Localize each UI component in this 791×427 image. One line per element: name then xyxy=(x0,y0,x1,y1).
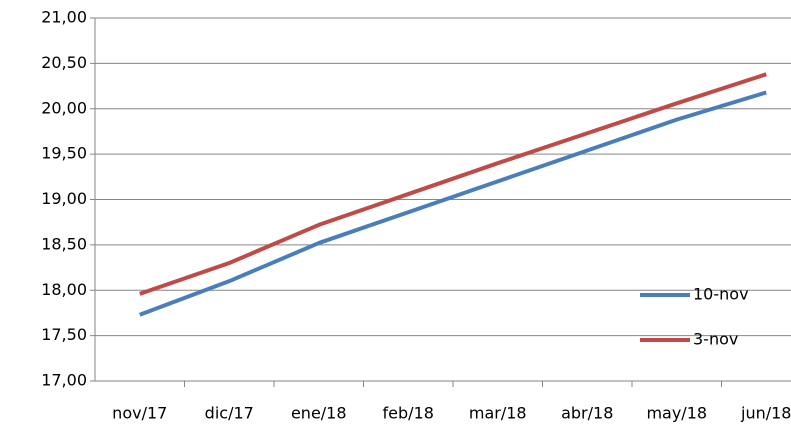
y-tick-label: 18,00 xyxy=(41,280,87,299)
y-tick-label: 21,00 xyxy=(41,8,87,27)
series-line xyxy=(139,72,767,296)
x-tick-label: jun/18 xyxy=(740,404,791,423)
y-tick-label: 19,00 xyxy=(41,189,87,208)
x-tick-label: may/18 xyxy=(646,404,707,423)
series-line xyxy=(139,90,767,317)
y-tick-label: 17,00 xyxy=(41,371,87,390)
x-tick-label: feb/18 xyxy=(383,404,434,423)
y-tick-label: 18,50 xyxy=(41,234,87,253)
x-tick-label: mar/18 xyxy=(469,404,527,423)
y-tick-label: 17,50 xyxy=(41,325,87,344)
x-tick-label: dic/17 xyxy=(205,404,254,423)
legend-label: 3-nov xyxy=(693,330,738,349)
x-tick-label: nov/17 xyxy=(112,404,167,423)
y-tick-label: 19,50 xyxy=(41,144,87,163)
legend-label: 10-nov xyxy=(693,285,749,304)
y-tick-label: 20,50 xyxy=(41,53,87,72)
x-tick-label: ene/18 xyxy=(291,404,347,423)
x-tick-label: abr/18 xyxy=(561,404,613,423)
y-tick-label: 20,00 xyxy=(41,98,87,117)
